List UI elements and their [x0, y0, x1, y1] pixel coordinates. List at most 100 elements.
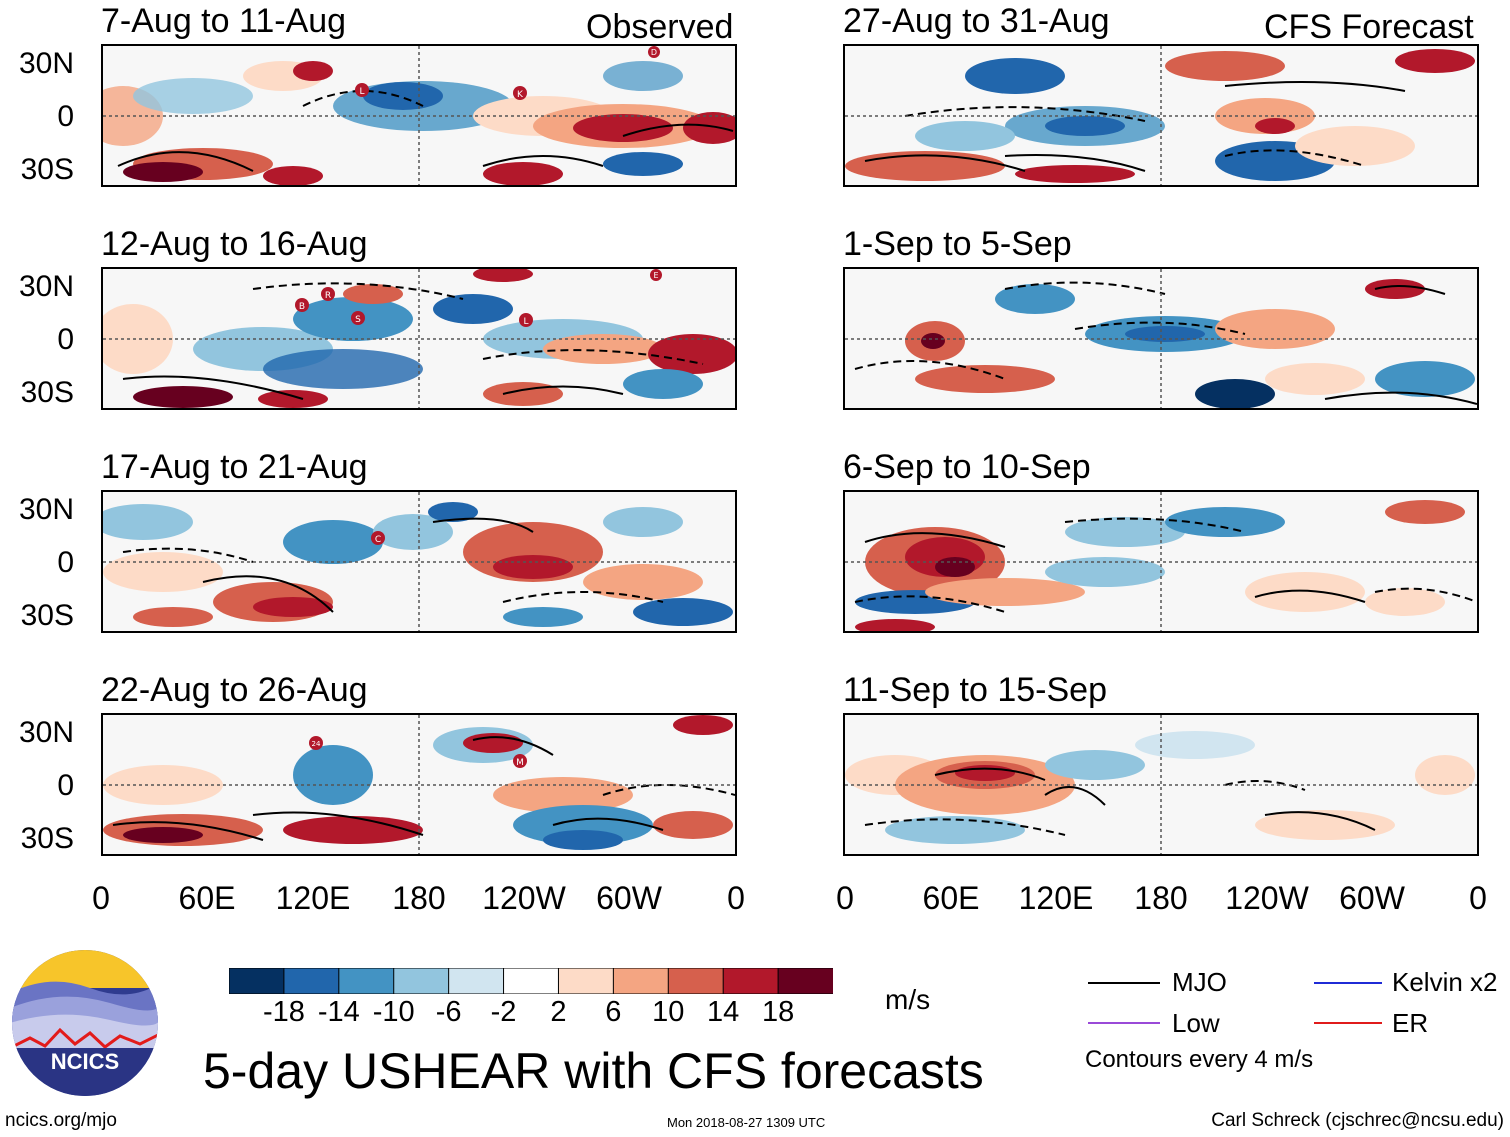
colorbar-tick-label: -2	[490, 996, 517, 1028]
lon-label: 120W	[482, 880, 566, 916]
colorbar-tick-label: -10	[372, 996, 415, 1028]
colorbar-tick-label: -14	[317, 996, 360, 1028]
colorbar-swatch	[777, 967, 835, 995]
colorbar-swatch	[557, 967, 615, 995]
lon-label: 180	[1134, 880, 1188, 916]
storm-label: S	[355, 315, 361, 325]
lon-label: 0	[727, 880, 745, 916]
lat-label-eq: 0	[57, 323, 74, 356]
panel-title-right-4: 11-Sep to 15-Sep	[843, 671, 1107, 709]
panel-title-left-1: 7-Aug to 11-Aug	[101, 2, 347, 40]
lon-label: 60E	[922, 880, 980, 916]
map-panel-left-3: C	[101, 490, 737, 633]
observed-tag: Observed	[586, 8, 734, 46]
lat-label-eq: 0	[57, 100, 74, 133]
shear-field-left-3	[103, 492, 735, 631]
lon-label: 180	[392, 880, 446, 916]
legend-line-mjo	[1088, 982, 1160, 984]
lon-label: 120E	[275, 880, 351, 916]
colorbar-tick-label: 2	[550, 996, 567, 1028]
lon-label: 0	[836, 880, 854, 916]
cfs-forecast-tag: CFS Forecast	[1264, 8, 1474, 46]
colorbar-tick-label: -6	[435, 996, 462, 1028]
lon-label: 120W	[1225, 880, 1309, 916]
panel-title-right-1: 27-Aug to 31-Aug	[843, 2, 1110, 40]
storm-marker: B	[295, 296, 309, 314]
map-panel-left-2: B R S L E	[101, 267, 737, 410]
lon-label: 0	[92, 880, 110, 916]
lon-label: 60W	[1339, 880, 1405, 916]
shear-field-right-4	[845, 715, 1477, 854]
map-panel-right-3	[843, 490, 1479, 633]
storm-label: R	[325, 291, 331, 301]
contour-note: Contours every 4 m/s	[1085, 1046, 1314, 1073]
lon-label: 60E	[178, 880, 236, 916]
shear-field-left-4	[103, 715, 735, 854]
colorbar-swatch	[338, 967, 395, 995]
storm-label: K	[517, 90, 524, 100]
storm-marker: K	[513, 84, 527, 102]
colorbar-swatch	[393, 967, 450, 995]
storm-marker: L	[355, 81, 369, 99]
colorbar-swatch	[612, 967, 670, 995]
map-panel-right-1	[843, 44, 1479, 187]
panel-title-right-3: 6-Sep to 10-Sep	[843, 448, 1091, 486]
colorbar-tick-label: 14	[707, 996, 740, 1028]
storm-label: B	[299, 302, 305, 312]
colorbar-swatch	[667, 967, 725, 995]
lat-label-30s: 30S	[20, 599, 74, 632]
legend-label-low: Low	[1172, 1008, 1220, 1038]
storm-label: E	[653, 271, 658, 280]
storm-label: C	[375, 535, 381, 545]
colorbar-swatch	[283, 967, 340, 995]
colorbar	[228, 967, 835, 995]
footer-author: Carl Schreck (cjschrec@ncsu.edu)	[1211, 1110, 1504, 1131]
main-title: 5-day USHEAR with CFS forecasts	[203, 1043, 984, 1099]
storm-marker: M	[513, 752, 527, 770]
panel-title-left-2: 12-Aug to 16-Aug	[101, 225, 368, 263]
colorbar-swatches	[228, 967, 835, 995]
lat-label-30n: 30N	[18, 716, 74, 749]
lat-label-30s: 30S	[20, 376, 74, 409]
panel-title-left-4: 22-Aug to 26-Aug	[101, 671, 368, 709]
storm-marker: C	[371, 529, 385, 547]
legend-label-er: ER	[1392, 1008, 1429, 1038]
map-panel-right-2	[843, 267, 1479, 410]
footer-url[interactable]: ncics.org/mjo	[5, 1110, 117, 1131]
shear-field-right-2	[845, 269, 1477, 408]
map-panel-left-4: 24 M	[101, 713, 737, 856]
colorbar-units: m/s	[885, 984, 931, 1015]
shear-field-left-2	[103, 269, 735, 408]
shear-field-right-1	[845, 46, 1477, 185]
lat-label-30n: 30N	[18, 47, 74, 80]
storm-marker: D	[647, 46, 661, 60]
storm-marker: S	[351, 309, 365, 327]
storm-label: L	[359, 87, 364, 97]
footer-timestamp: Mon 2018-08-27 1309 UTC	[667, 1115, 826, 1130]
storm-marker: R	[321, 285, 335, 303]
storm-label: D	[651, 48, 657, 57]
shear-field-right-3	[845, 492, 1477, 631]
legend-label-mjo: MJO	[1172, 967, 1227, 997]
lon-label: 0	[1469, 880, 1487, 916]
ncics-logo: NCICS	[10, 948, 160, 1098]
panel-title-left-3: 17-Aug to 21-Aug	[101, 448, 368, 486]
legend-line-low	[1088, 1022, 1160, 1024]
lat-label-30s: 30S	[20, 153, 74, 186]
colorbar-swatch	[228, 967, 285, 995]
colorbar-tick-label: -18	[262, 996, 305, 1028]
lat-label-eq: 0	[57, 769, 74, 802]
storm-label: 24	[312, 740, 321, 748]
colorbar-tick-label: 6	[605, 996, 622, 1028]
storm-label: L	[523, 317, 528, 327]
storm-marker: E	[649, 269, 663, 283]
lon-label: 120E	[1018, 880, 1094, 916]
map-panel-left-1: L K D	[101, 44, 737, 187]
storm-marker: L	[519, 311, 533, 329]
colorbar-swatch	[448, 967, 505, 995]
legend-line-er	[1314, 1022, 1382, 1024]
panel-title-right-2: 1-Sep to 5-Sep	[843, 225, 1072, 263]
shear-field-left-1	[103, 46, 735, 185]
colorbar-swatch	[722, 967, 780, 995]
colorbar-swatch	[503, 967, 560, 995]
